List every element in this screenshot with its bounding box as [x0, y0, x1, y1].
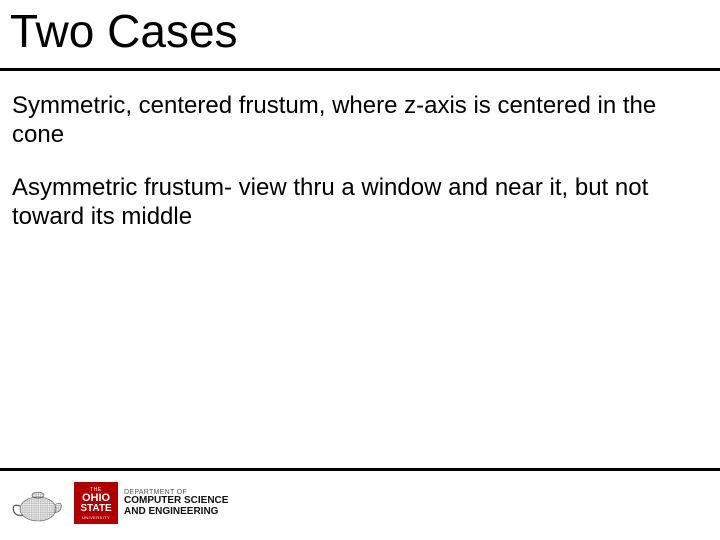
teapot-icon: [8, 482, 68, 524]
department-text: DEPARTMENT OF COMPUTER SCIENCE AND ENGIN…: [124, 489, 228, 517]
footer: THE OHIO STATE UNIVERSITY DEPARTMENT OF …: [0, 476, 720, 530]
osu-logo: THE OHIO STATE UNIVERSITY: [74, 482, 118, 524]
paragraph-1: Symmetric, centered frustum, where z-axi…: [12, 92, 702, 150]
osu-line2: STATE: [80, 504, 111, 514]
slide: Two Cases Symmetric, centered frustum, w…: [0, 0, 720, 540]
dept-line3: AND ENGINEERING: [124, 507, 228, 518]
osu-bottom: UNIVERSITY: [82, 515, 110, 520]
slide-title: Two Cases: [10, 4, 238, 58]
footer-rule: [0, 468, 720, 471]
osu-line1: OHIO: [82, 493, 110, 504]
title-underline: [0, 68, 720, 71]
paragraph-2: Asymmetric frustum- view thru a window a…: [12, 174, 702, 232]
